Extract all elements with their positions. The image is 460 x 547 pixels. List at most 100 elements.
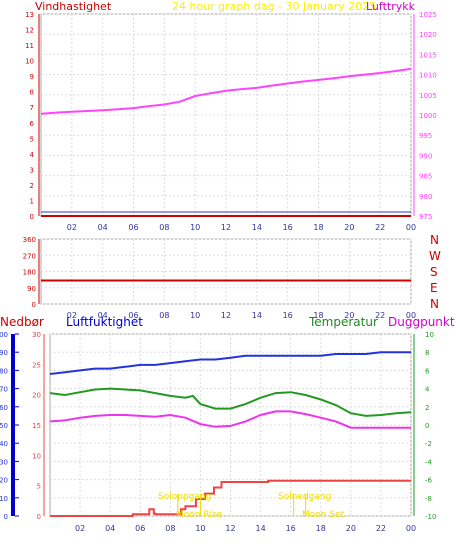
y-tick-label-humidity-2-0: 0 [4,513,8,521]
y-tick-label-pressure-0-6: 1005 [419,92,437,100]
x-tick-label-1-6: 14 [252,311,262,320]
y-tick-label-humidity-2-6: 60 [0,404,8,412]
x-tick-label-2-3: 08 [165,524,175,533]
y-tick-label-wind-0-2: 2 [30,182,34,190]
x-tick-label-1-7: 16 [283,311,293,320]
rain-axis-bar [11,334,15,516]
y-tick-label-rain-2-5: 25 [32,361,41,369]
x-tick-label-1-8: 18 [313,311,323,320]
x-tick-label-0-0: 02 [67,223,77,232]
series-layer [40,67,412,517]
y-tick-label-temperature-2-7: 4 [425,386,430,394]
x-tick-label-2-1: 04 [105,524,115,533]
x-tick-label-0-11: 00 [406,223,416,232]
series-1 [49,387,412,417]
series-2 [49,410,411,429]
x-tick-label-2-8: 18 [316,524,326,533]
y-tick-label-direction-1-4: 360 [23,236,36,244]
y-tick-label-wind-0-10: 10 [25,58,34,66]
y-tick-label-direction-1-0: 0 [32,301,36,309]
sunrise-annotation: Soloppgang [158,492,211,502]
x-tick-label-2-7: 16 [286,524,296,533]
y-tick-label-rain-2-2: 10 [32,452,41,460]
y-tick-label-wind-0-4: 4 [30,151,35,159]
y-tick-label-wind-0-13: 13 [25,11,34,19]
y-tick-label-rain-2-4: 20 [32,392,41,400]
y-tick-label-temperature-2-0: -10 [425,513,436,521]
y-tick-label-wind-0-8: 8 [30,89,34,97]
pressure-label: Lufttrykk [366,0,416,13]
y-tick-label-wind-0-7: 7 [30,104,34,112]
x-tick-label-0-10: 22 [375,223,385,232]
x-tick-label-0-2: 06 [128,223,138,232]
x-tick-label-2-2: 06 [135,524,145,533]
y-tick-label-direction-1-3: 270 [23,252,36,260]
y-tick-label-wind-0-5: 5 [30,135,34,143]
moonset-annotation: Moon Set [302,510,345,520]
y-tick-label-pressure-0-8: 1015 [419,51,437,59]
y-tick-label-direction-1-1: 90 [27,285,36,293]
wind-speed-label: Vindhastighet [35,0,112,13]
x-tick-label-1-0: 02 [67,311,77,320]
y-tick-label-humidity-2-1: 10 [0,495,8,503]
y-tick-label-wind-0-3: 3 [30,166,34,174]
rain-label: Nedbør [0,315,44,329]
direction-label-e: E [430,281,438,295]
axis-layer: 02 04 06 08 10 12 14 16 18 20 22 000123456789101112… [0,11,437,533]
y-tick-label-pressure-0-4: 995 [419,132,432,140]
y-tick-label-wind-0-1: 1 [30,197,34,205]
y-tick-label-direction-1-2: 180 [23,269,36,277]
y-tick-label-temperature-2-3: -4 [425,458,433,466]
direction-label-s: S [430,265,438,279]
y-tick-label-temperature-2-6: 2 [425,404,429,412]
y-tick-label-humidity-2-4: 40 [0,440,8,448]
y-tick-label-pressure-0-10: 1025 [419,11,437,19]
y-tick-label-temperature-2-5: 0 [425,422,429,430]
y-tick-label-pressure-0-5: 1000 [419,112,437,120]
dewpoint-label: Duggpunkt [388,315,455,329]
x-tick-label-2-0: 02 [75,524,85,533]
graph-title: 24 hour graph dag - 30 January 2025 [172,0,376,13]
y-tick-label-temperature-2-10: 10 [425,331,434,339]
x-tick-label-1-3: 08 [159,311,169,320]
y-tick-label-pressure-0-2: 985 [419,173,432,181]
y-tick-label-humidity-2-2: 20 [0,477,8,485]
x-tick-label-2-6: 14 [255,524,265,533]
direction-label-w: W [429,249,441,263]
y-tick-label-temperature-2-4: -2 [425,440,432,448]
x-tick-label-0-1: 04 [98,223,108,232]
y-tick-label-pressure-0-7: 1010 [419,72,437,80]
temperature-label: Temperatur [308,315,378,329]
humidity-label: Luftfuktighet [66,315,143,329]
y-tick-label-rain-2-3: 15 [32,422,41,430]
x-tick-label-0-8: 18 [313,223,323,232]
y-tick-label-temperature-2-2: -6 [425,477,433,485]
y-tick-label-temperature-2-9: 8 [425,349,429,357]
x-tick-label-2-11: 00 [406,524,416,533]
y-tick-label-wind-0-9: 9 [30,73,34,81]
x-tick-label-2-9: 20 [346,524,356,533]
y-tick-label-temperature-2-1: -8 [425,495,432,503]
y-tick-label-wind-0-6: 6 [30,120,35,128]
y-tick-label-humidity-2-9: 90 [0,349,8,357]
y-tick-label-wind-0-11: 11 [25,42,34,50]
y-tick-label-rain-2-1: 5 [37,483,41,491]
y-tick-label-pressure-0-3: 990 [419,152,432,160]
x-tick-label-1-10: 22 [375,311,385,320]
y-tick-label-pressure-0-0: 975 [419,213,432,221]
direction-label-n-top: N [430,233,439,247]
y-tick-label-pressure-0-1: 980 [419,193,432,201]
x-tick-label-1-11: 00 [406,311,416,320]
x-tick-label-0-9: 20 [344,223,354,232]
y-tick-label-wind-0-12: 12 [25,27,34,35]
x-tick-label-2-10: 22 [376,524,386,533]
x-tick-label-1-4: 10 [190,311,200,320]
y-tick-label-rain-2-6: 30 [32,331,41,339]
series-line-1 [40,67,412,115]
y-tick-label-humidity-2-5: 50 [0,422,8,430]
x-tick-label-2-5: 12 [225,524,235,533]
y-tick-label-temperature-2-8: 6 [425,367,430,375]
x-tick-label-0-3: 08 [159,223,169,232]
